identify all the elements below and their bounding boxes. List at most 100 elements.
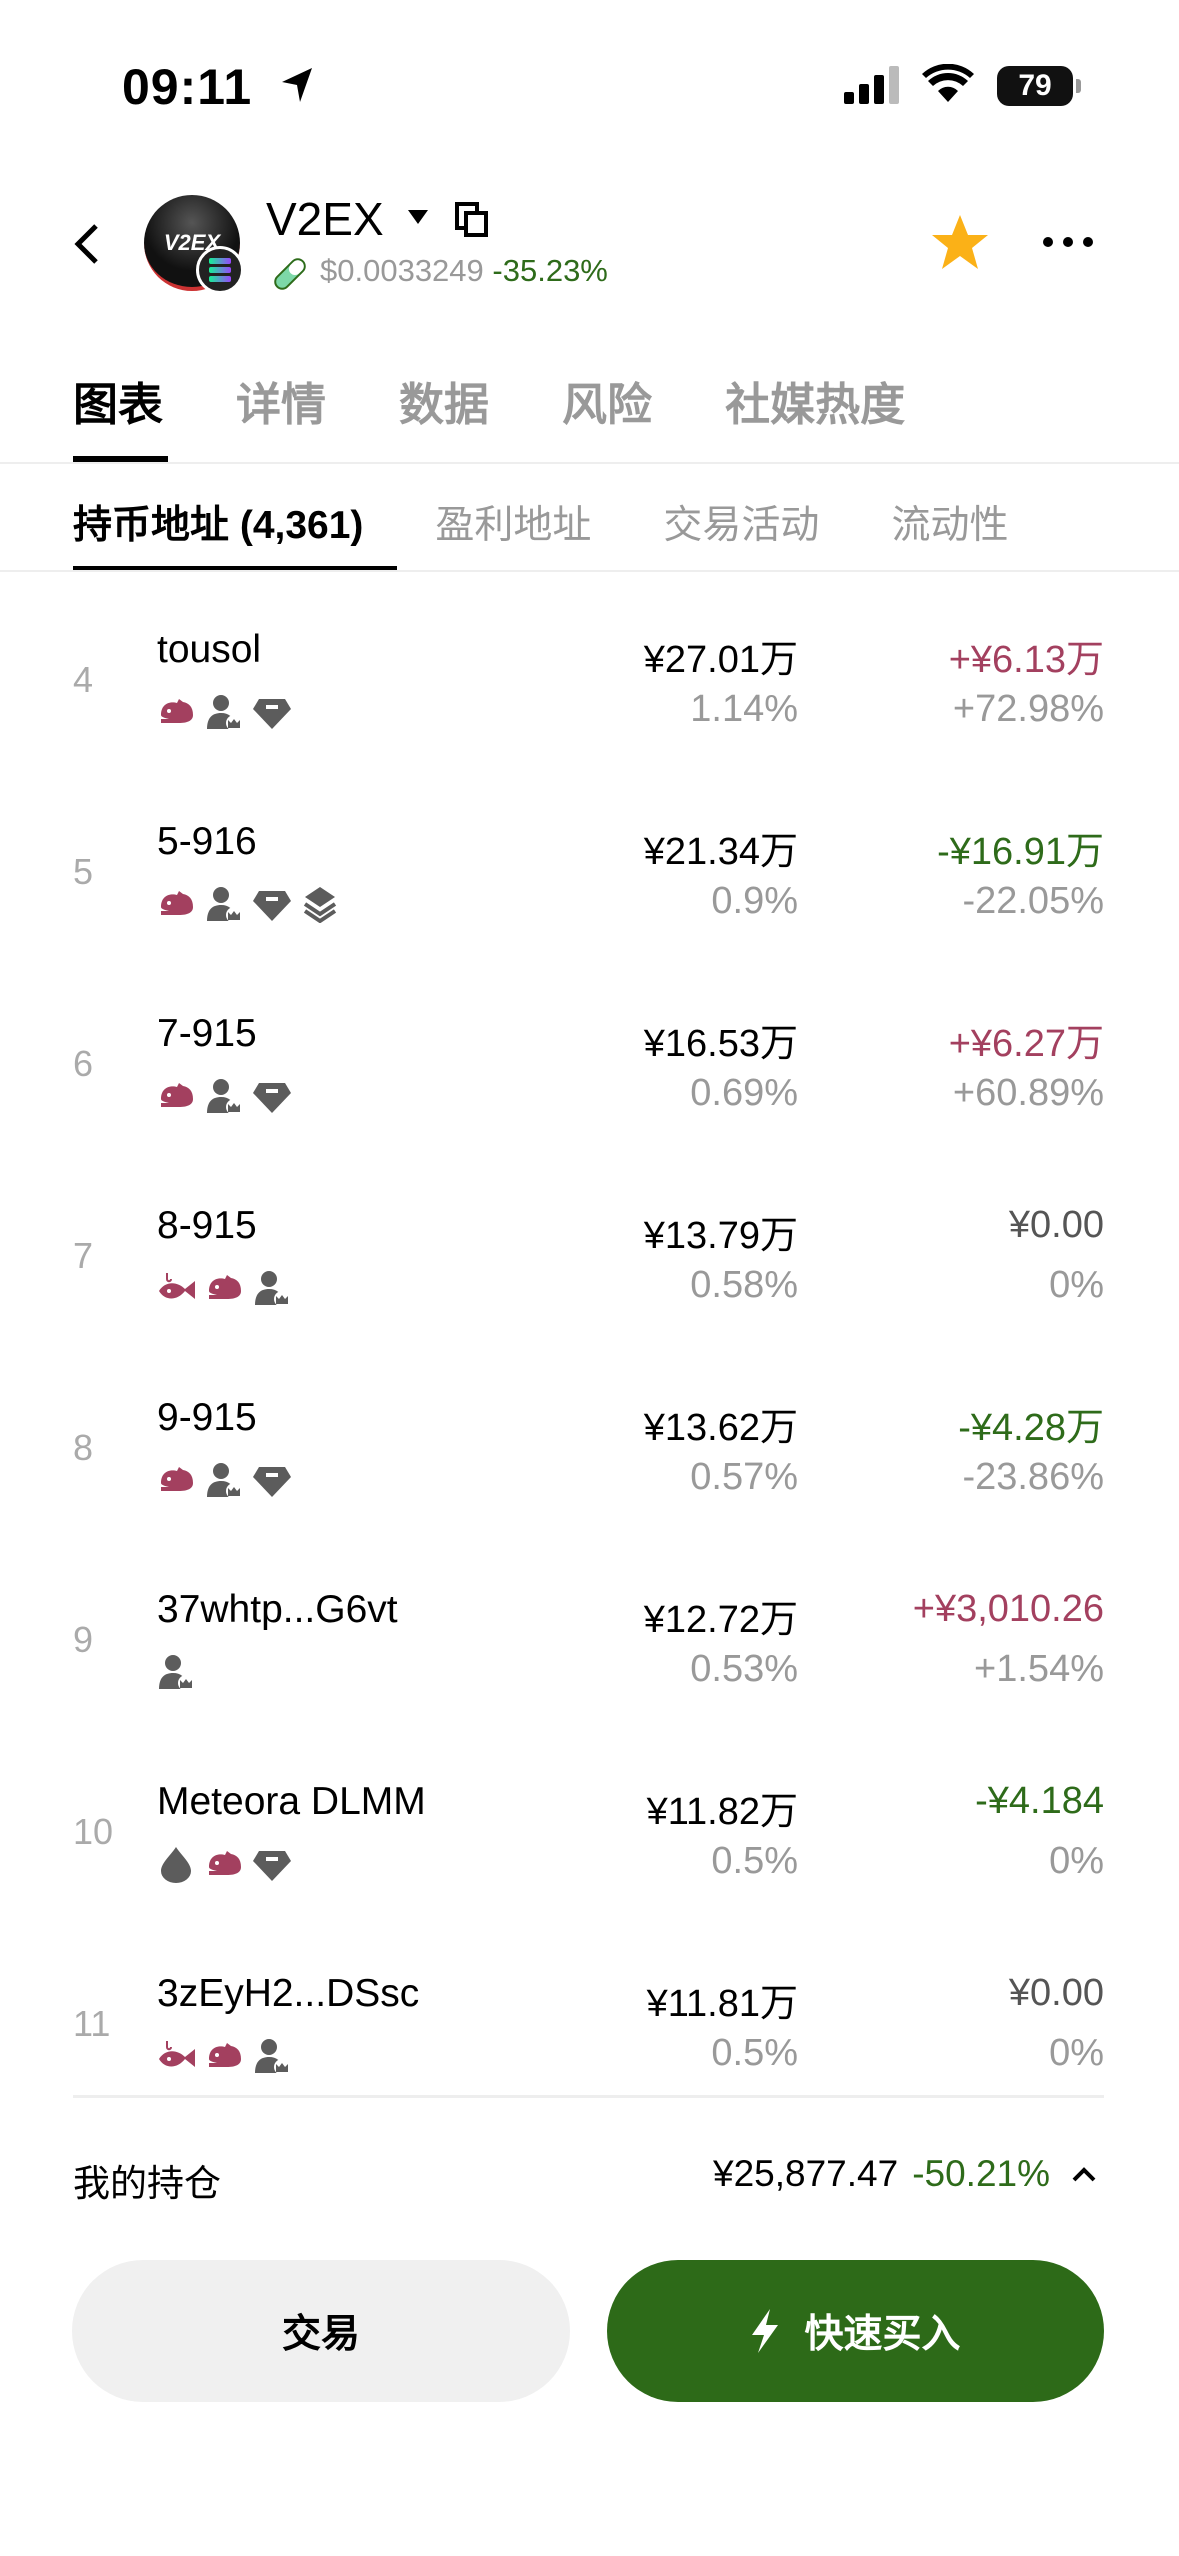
holder-tags xyxy=(157,1077,291,1115)
diamond-icon[interactable] xyxy=(253,1845,291,1883)
tab-social[interactable]: 社媒热度 xyxy=(725,379,906,430)
profit-percent: -22.05% xyxy=(962,880,1104,922)
user-crown-icon[interactable] xyxy=(205,1461,243,1499)
my-position-summary[interactable]: ¥25,877.47 -50.21% xyxy=(713,2153,1104,2195)
holder-row[interactable]: 4 tousol ¥27.01万 1.14% +¥6.13万 +72.98% xyxy=(0,583,1179,775)
holding-percent: 0.69% xyxy=(690,1072,798,1114)
subtab-holders[interactable]: 持币地址 (4,361) xyxy=(73,504,364,547)
mouse-icon[interactable] xyxy=(205,1845,243,1883)
fish-icon[interactable] xyxy=(157,1269,195,1307)
mouse-icon[interactable] xyxy=(205,1269,243,1307)
holder-name[interactable]: 37whtp...G6vt xyxy=(157,1588,398,1631)
holding-percent: 0.58% xyxy=(690,1264,798,1306)
user-crown-icon[interactable] xyxy=(205,1077,243,1115)
profit-value: +¥6.27万 xyxy=(948,1023,1104,1065)
holder-rank: 9 xyxy=(73,1619,94,1660)
holder-row[interactable]: 10 Meteora DLMM ¥11.82万 0.5% -¥4.184 0% xyxy=(0,1735,1179,1927)
holding-percent: 0.57% xyxy=(690,1456,798,1498)
fish-icon[interactable] xyxy=(157,2037,195,2075)
holder-row[interactable]: 9 37whtp...G6vt ¥12.72万 0.53% +¥3,010.26… xyxy=(0,1543,1179,1735)
mouse-icon[interactable] xyxy=(157,1461,195,1499)
user-crown-icon[interactable] xyxy=(205,693,243,731)
holder-tags xyxy=(157,885,339,923)
user-crown-icon[interactable] xyxy=(205,885,243,923)
wifi-icon xyxy=(922,64,974,102)
profit-percent: +60.89% xyxy=(952,1072,1104,1114)
mouse-icon[interactable] xyxy=(157,693,195,731)
star-favorite-icon[interactable] xyxy=(930,213,990,271)
token-avatar: V2EX xyxy=(144,195,240,291)
holding-value: ¥21.34万 xyxy=(643,831,798,873)
holder-row[interactable]: 8 9-915 ¥13.62万 0.57% -¥4.28万 -23.86% xyxy=(0,1351,1179,1543)
holder-name[interactable]: Meteora DLMM xyxy=(157,1780,426,1823)
quick-buy-button[interactable]: 快速买入 xyxy=(607,2260,1104,2402)
mouse-icon[interactable] xyxy=(157,885,195,923)
profit-percent: +72.98% xyxy=(952,688,1104,730)
tab-details[interactable]: 详情 xyxy=(236,379,327,430)
holders-list[interactable]: 4 tousol ¥27.01万 1.14% +¥6.13万 +72.98% 5 … xyxy=(0,583,1179,2093)
holder-tags xyxy=(157,1269,291,1307)
holder-name[interactable]: 3zEyH2...DSsc xyxy=(157,1972,420,2015)
position-change: -50.21% xyxy=(912,2153,1050,2194)
tab-chart[interactable]: 图表 xyxy=(73,379,164,430)
holding-value: ¥11.82万 xyxy=(646,1791,798,1833)
holder-tags xyxy=(157,2037,291,2075)
diamond-icon[interactable] xyxy=(253,885,291,923)
holder-row[interactable]: 6 7-915 ¥16.53万 0.69% +¥6.27万 +60.89% xyxy=(0,967,1179,1159)
subtab-activity[interactable]: 交易活动 xyxy=(663,504,820,547)
tab-indicator xyxy=(73,456,168,462)
holding-value: ¥27.01万 xyxy=(643,639,798,681)
holding-percent: 0.5% xyxy=(711,1840,798,1882)
price-value: $0.0033249 xyxy=(320,253,484,288)
signal-icon xyxy=(844,66,899,104)
layers-icon[interactable] xyxy=(301,885,339,923)
mouse-icon[interactable] xyxy=(205,2037,243,2075)
chevron-up-icon[interactable] xyxy=(1064,2162,1104,2186)
token-title[interactable]: V2EX xyxy=(266,193,384,245)
divider xyxy=(0,570,1179,572)
holding-value: ¥13.79万 xyxy=(643,1215,798,1257)
profit-value: ¥0.00 xyxy=(1008,1972,1104,2014)
tab-data[interactable]: 数据 xyxy=(399,379,490,430)
profit-value: -¥4.184 xyxy=(975,1780,1104,1822)
holder-tags xyxy=(157,1845,291,1883)
subtab-indicator xyxy=(73,566,397,572)
trade-button[interactable]: 交易 xyxy=(72,2260,570,2402)
back-icon[interactable] xyxy=(70,222,102,266)
copy-icon[interactable] xyxy=(453,200,493,240)
diamond-icon[interactable] xyxy=(253,1077,291,1115)
diamond-icon[interactable] xyxy=(253,693,291,731)
profit-value: -¥4.28万 xyxy=(958,1407,1104,1449)
holder-rank: 8 xyxy=(73,1427,94,1468)
user-crown-icon[interactable] xyxy=(253,2037,291,2075)
more-icon[interactable] xyxy=(1040,234,1096,250)
holder-row[interactable]: 5 5-916 ¥21.34万 0.9% -¥16.91万 -22.05% xyxy=(0,775,1179,967)
holder-name[interactable]: 8-915 xyxy=(157,1204,257,1247)
subtab-profitable[interactable]: 盈利地址 xyxy=(435,504,592,547)
mouse-icon[interactable] xyxy=(157,1077,195,1115)
lightning-icon xyxy=(752,2309,779,2353)
diamond-icon[interactable] xyxy=(253,1461,291,1499)
user-crown-icon[interactable] xyxy=(253,1269,291,1307)
holder-name[interactable]: tousol xyxy=(157,628,262,671)
holder-rank: 7 xyxy=(73,1235,94,1276)
tab-risk[interactable]: 风险 xyxy=(562,379,653,430)
position-value: ¥25,877.47 xyxy=(713,2153,899,2194)
holder-row[interactable]: 7 8-915 ¥13.79万 0.58% ¥0.00 0% xyxy=(0,1159,1179,1351)
profit-percent: +1.54% xyxy=(974,1648,1104,1690)
sub-tabs: 持币地址 (4,361) 盈利地址 交易活动 流动性 xyxy=(73,494,1008,550)
subtab-liquidity[interactable]: 流动性 xyxy=(891,504,1009,547)
dropdown-caret-icon[interactable] xyxy=(408,208,428,226)
user-crown-icon[interactable] xyxy=(157,1653,195,1691)
holder-name[interactable]: 5-916 xyxy=(157,820,257,863)
drop-icon[interactable] xyxy=(157,1845,195,1883)
holder-name[interactable]: 9-915 xyxy=(157,1396,257,1439)
battery-indicator: 79 xyxy=(997,66,1081,106)
holder-name[interactable]: 7-915 xyxy=(157,1012,257,1055)
my-position-label: 我的持仓 xyxy=(73,2163,221,2204)
status-time: 09:11 xyxy=(122,59,253,115)
divider xyxy=(73,2095,1104,2098)
holder-row[interactable]: 11 3zEyH2...DSsc ¥11.81万 0.5% ¥0.00 0% xyxy=(0,1927,1179,2093)
profit-value: +¥6.13万 xyxy=(948,639,1104,681)
profit-percent: -23.86% xyxy=(962,1456,1104,1498)
